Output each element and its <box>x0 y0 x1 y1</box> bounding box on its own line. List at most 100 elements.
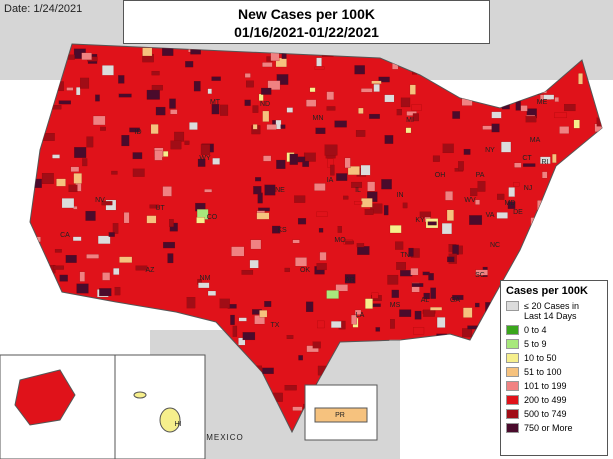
county <box>200 144 211 155</box>
county <box>432 155 440 162</box>
legend-label: 5 to 9 <box>524 339 547 349</box>
county <box>428 273 434 281</box>
legend-label: 101 to 199 <box>524 381 567 391</box>
county <box>244 99 251 106</box>
county <box>35 129 44 138</box>
county <box>102 272 111 281</box>
county <box>496 212 508 219</box>
county <box>297 218 307 225</box>
county <box>38 263 48 271</box>
state-label: KS <box>277 227 287 234</box>
legend-item: 51 to 100 <box>506 367 602 377</box>
county <box>599 262 602 271</box>
county <box>375 327 381 332</box>
county <box>68 184 78 193</box>
legend-swatch <box>506 339 519 349</box>
county <box>351 314 358 325</box>
county <box>445 410 452 418</box>
county <box>421 341 433 352</box>
county <box>79 271 85 282</box>
legend-label: 10 to 50 <box>524 353 557 363</box>
county <box>487 414 500 422</box>
county <box>59 274 68 282</box>
county <box>266 124 277 130</box>
county <box>250 239 262 250</box>
county <box>436 317 446 328</box>
county <box>474 87 483 92</box>
county <box>413 327 425 335</box>
county <box>494 92 507 102</box>
county <box>86 254 100 259</box>
county <box>155 106 166 116</box>
legend-swatch <box>506 325 519 335</box>
county <box>442 143 454 154</box>
county <box>316 263 327 271</box>
state-label: MA <box>530 137 541 144</box>
county <box>238 337 246 346</box>
county <box>132 152 143 160</box>
county <box>514 162 522 168</box>
county <box>121 134 130 147</box>
county <box>259 310 268 318</box>
county <box>142 47 153 57</box>
legend-item: 750 or More <box>506 423 602 433</box>
county <box>491 111 502 119</box>
county <box>211 76 221 81</box>
county <box>72 236 82 242</box>
county <box>358 107 364 114</box>
county <box>101 201 113 206</box>
county <box>74 147 87 158</box>
county <box>252 105 259 113</box>
county <box>76 87 81 96</box>
county <box>286 107 293 113</box>
county <box>48 105 62 110</box>
county <box>52 154 60 159</box>
county <box>219 298 230 309</box>
hawaii <box>159 407 181 433</box>
county <box>412 113 419 122</box>
state-label: RI <box>542 159 549 166</box>
county <box>85 210 96 221</box>
title: New Cases per 100K <box>238 6 375 22</box>
county <box>455 358 469 368</box>
legend-swatch <box>506 367 519 377</box>
state-label: IN <box>397 192 404 199</box>
county <box>212 157 220 165</box>
county <box>604 172 611 178</box>
state-label: AZ <box>146 267 156 274</box>
county <box>170 140 182 150</box>
county <box>309 87 316 93</box>
county <box>276 159 286 169</box>
state-label: WV <box>464 197 476 204</box>
state-label: MN <box>313 115 324 122</box>
county <box>578 73 583 85</box>
county <box>112 223 119 234</box>
state-label: ID <box>135 129 142 136</box>
county <box>356 243 365 248</box>
state-label: NJ <box>524 185 533 192</box>
county <box>330 321 342 328</box>
county <box>411 104 422 111</box>
county <box>303 152 316 162</box>
county <box>497 193 505 200</box>
county <box>381 179 392 190</box>
county <box>230 314 235 325</box>
state-label: TN <box>400 252 409 259</box>
county <box>551 190 556 195</box>
county <box>276 74 289 85</box>
county <box>151 70 160 76</box>
county <box>255 177 262 182</box>
county <box>135 265 148 271</box>
county <box>426 411 437 417</box>
county <box>292 239 300 244</box>
county <box>99 288 112 297</box>
legend-label: 51 to 100 <box>524 367 562 377</box>
county <box>280 124 286 129</box>
county <box>423 309 435 317</box>
county <box>414 310 422 320</box>
county <box>97 235 111 245</box>
county <box>204 189 213 193</box>
county <box>573 119 580 129</box>
county <box>422 342 434 351</box>
state-label: NC <box>490 242 500 249</box>
